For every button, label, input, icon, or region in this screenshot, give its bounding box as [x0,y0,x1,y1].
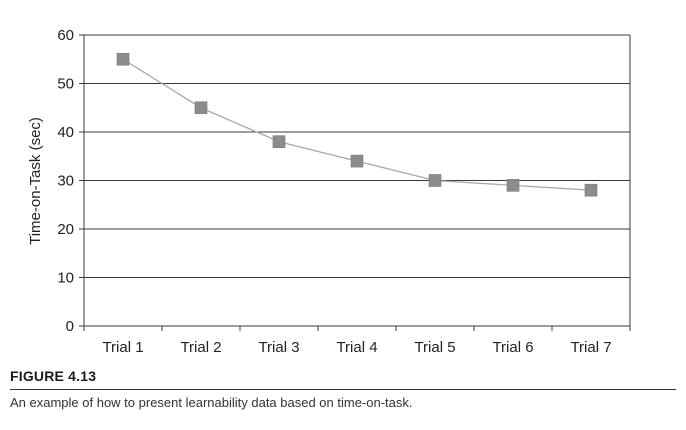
y-tick-label-20: 20 [57,221,74,238]
axis-layer [79,34,631,331]
tick-label-layer: 0 10 20 30 40 50 60 Trial 1 Trial 2 Trial 3 Trial … [57,27,611,356]
x-tick-label-6: Trial 6 [492,339,533,356]
x-tick-label-5: Trial 5 [414,339,455,356]
time-on-task-chart: 0 10 20 30 40 50 60 Trial 1 Trial 2 Trial 3 Trial … [27,27,631,356]
data-point-trial-5 [428,174,442,187]
data-point-trial-6 [506,179,520,192]
y-tick-label-60: 60 [57,27,74,44]
figure-caption: An example of how to present learnabilit… [10,395,413,410]
figure-divider [10,389,676,390]
data-point-trial-3 [272,135,286,148]
figure-label: FIGURE 4.13 [10,368,97,384]
grid-layer [84,34,630,278]
x-tick-label-3: Trial 3 [258,339,299,356]
data-point-trial-4 [350,154,364,168]
series-layer [116,52,598,197]
y-tick-label-50: 50 [57,76,74,93]
data-point-trial-1 [116,52,130,66]
data-point-trial-2 [194,101,208,115]
data-point-trial-7 [584,183,598,197]
y-axis-label: Time-on-Task (sec) [27,117,44,245]
y-tick-label-30: 30 [57,173,74,190]
y-tick-label-10: 10 [57,270,74,287]
y-tick-label-0: 0 [66,318,74,335]
x-tick-label-2: Trial 2 [180,339,221,356]
x-tick-label-4: Trial 4 [336,339,377,356]
series-line [122,58,592,191]
x-tick-label-7: Trial 7 [570,339,611,356]
x-tick-label-1: Trial 1 [102,339,143,356]
y-tick-label-40: 40 [57,124,74,141]
